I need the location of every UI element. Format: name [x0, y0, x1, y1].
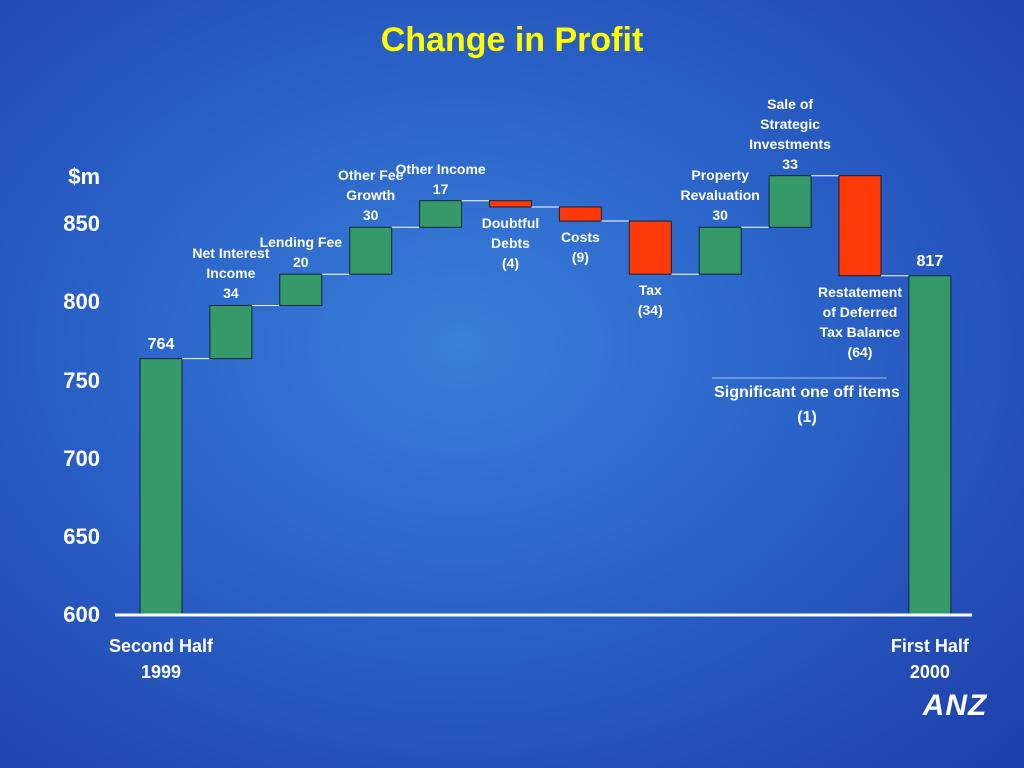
y-tick-label: 800: [63, 289, 100, 315]
value-label: 20: [293, 254, 309, 271]
bar: [908, 275, 952, 616]
value-label: (9): [571, 249, 589, 266]
y-tick-label: 700: [63, 445, 100, 471]
x-tick-label: Second Half 1999: [108, 636, 214, 682]
bar: [838, 175, 882, 277]
category-label: Restatement of Deferred Tax Balance: [817, 283, 903, 340]
value-label: (64): [847, 343, 873, 360]
category-label: Costs: [560, 229, 600, 246]
bar-label: Lending Fee 20: [251, 232, 351, 272]
value-label: 817: [916, 252, 944, 270]
value-label: 33: [782, 155, 798, 172]
category-label: Other Income: [395, 160, 486, 177]
value-label: 17: [432, 180, 449, 197]
value-label: (34): [637, 302, 663, 319]
category-label: Sale of Strategic Investments: [749, 95, 831, 152]
category-label: Lending Fee: [259, 234, 343, 251]
bar: [139, 358, 183, 616]
bar-label: Costs (9): [530, 227, 630, 267]
value-label: 30: [712, 207, 728, 224]
bar: [768, 175, 812, 228]
value-label: 30: [362, 207, 379, 224]
annotation-value: (1): [797, 409, 817, 426]
category-label: Property Revaluation: [680, 167, 760, 204]
bar-label: Net Interest Income 34: [181, 243, 281, 303]
y-axis-label: $m: [68, 164, 100, 189]
bar-label: Property Revaluation 30: [670, 165, 770, 225]
bar-label: Restatement of Deferred Tax Balance (64): [810, 282, 910, 362]
y-tick-label: 750: [63, 367, 100, 393]
bar: [279, 273, 323, 306]
category-label: Tax: [638, 282, 662, 299]
bar-label: Doubtful Debts (4): [461, 213, 561, 273]
category-label: Other Fee Growth: [338, 167, 404, 204]
bar-label: Other Fee Growth 30: [321, 165, 421, 225]
category-label: Net Interest Income: [192, 245, 270, 282]
annotation: Significant one off items: [714, 384, 900, 401]
value-label: (4): [501, 254, 520, 271]
bar-label: Other Income 17: [391, 159, 491, 199]
bar: [349, 226, 393, 275]
bar-label: Sale of Strategic Investments 33: [740, 94, 840, 174]
category-label: Doubtful Debts: [481, 214, 540, 251]
bar: [489, 200, 532, 208]
x-tick-label: First Half 2000: [890, 636, 969, 682]
bar: [698, 226, 742, 275]
y-tick-label: 600: [63, 602, 100, 627]
bar: [209, 304, 253, 360]
chart-title: Change in Profit: [380, 21, 644, 59]
value-label: 34: [223, 285, 239, 302]
logo: ANZ: [922, 689, 988, 722]
bar: [558, 206, 602, 222]
y-tick-label: 850: [63, 211, 100, 237]
value-label: 764: [147, 335, 175, 353]
bar: [628, 220, 672, 275]
bar-label: Tax (34): [600, 280, 700, 320]
bar: [419, 200, 463, 228]
y-tick-label: 650: [63, 523, 100, 549]
